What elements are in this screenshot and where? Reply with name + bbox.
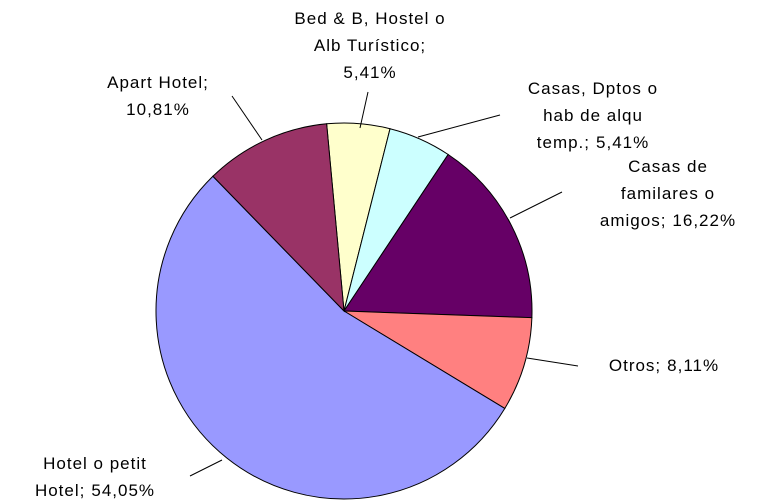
slice-label: Hotel o petit Hotel; 54,05% <box>35 454 155 500</box>
slice-label: Apart Hotel; 10,81% <box>107 73 209 119</box>
label-line: Casas de <box>628 157 708 176</box>
value-label: 5,41% <box>343 63 396 82</box>
leader-line <box>526 357 579 367</box>
label-line: familares o <box>621 184 715 203</box>
label-line: Casas, Dptos o <box>528 79 658 98</box>
label-line: Alb Turístico; <box>314 36 426 55</box>
label-line: Hotel; <box>35 481 85 500</box>
category-label: Hotel o petit Hotel; <box>35 454 147 500</box>
leader-line <box>231 95 263 141</box>
label-line: Bed & B, Hostel o <box>294 9 445 28</box>
leader-line <box>417 114 501 138</box>
value-label: 54,05% <box>91 481 155 500</box>
label-line: amigos; <box>600 211 667 230</box>
leader-line <box>359 91 369 129</box>
category-label: Casas de familares o amigos; <box>600 157 715 230</box>
pie-slice <box>155 175 506 500</box>
slice-label: Casas de familares o amigos; 16,22% <box>600 157 736 230</box>
value-label: 8,11% <box>667 356 719 375</box>
leader-line <box>509 191 563 219</box>
value-label: 10,81% <box>126 100 190 119</box>
leader-line <box>189 459 223 477</box>
value-label: 16,22% <box>672 211 736 230</box>
pie-slice <box>343 153 533 319</box>
slice-label: Bed & B, Hostel o Alb Turístico; 5,41% <box>294 9 445 82</box>
pie-slice <box>342 310 533 410</box>
label-line: hab de alqu <box>543 106 643 125</box>
slice-label: Casas, Dptos o hab de alqu temp.; 5,41% <box>528 79 658 152</box>
category-label: Bed & B, Hostel o Alb Turístico; <box>294 9 445 55</box>
label-line: Otros; <box>609 356 661 375</box>
category-label: Casas, Dptos o hab de alqu temp.; <box>528 79 658 152</box>
pie-slice <box>212 123 345 313</box>
label-line: temp.; <box>537 133 590 152</box>
category-label: Otros; <box>609 356 661 375</box>
slice-label: Otros; 8,11% <box>609 356 719 375</box>
category-label: Apart Hotel; <box>107 73 209 92</box>
label-line: Hotel o petit <box>43 454 147 473</box>
label-line: Apart Hotel; <box>107 73 209 92</box>
value-label: 5,41% <box>596 133 649 152</box>
